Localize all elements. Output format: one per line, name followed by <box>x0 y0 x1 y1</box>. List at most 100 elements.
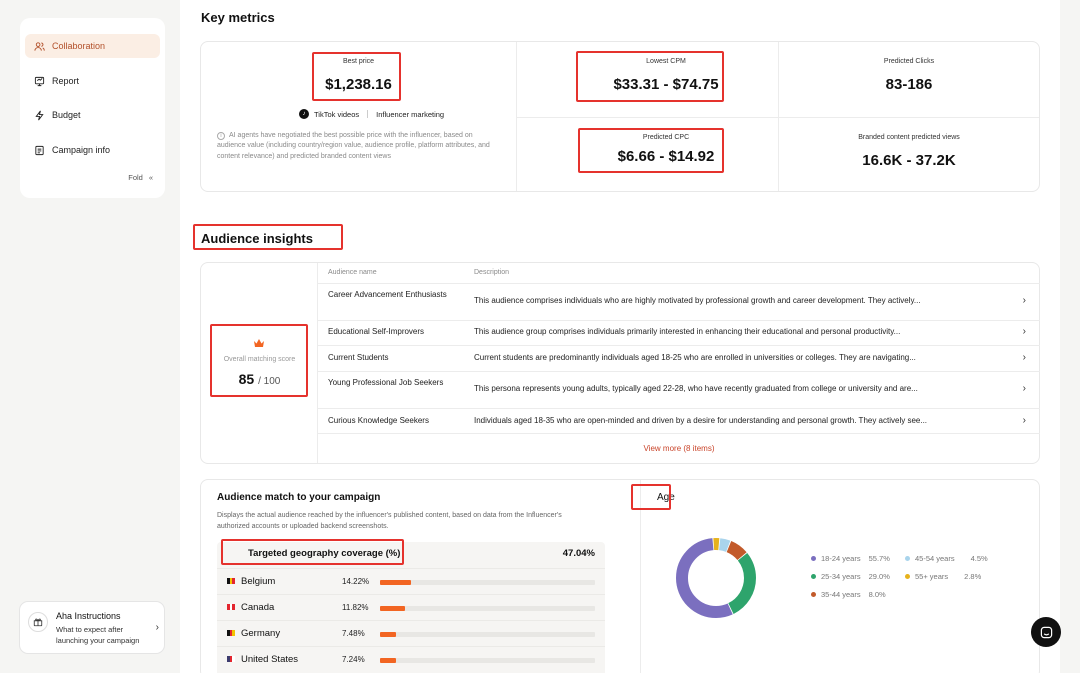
audience-description: This audience group comprises individual… <box>474 327 901 336</box>
lightning-icon <box>35 110 44 120</box>
legend-value: 8.0% <box>868 590 886 599</box>
chat-button[interactable] <box>1031 617 1061 647</box>
legend-value: 29.0% <box>868 572 890 581</box>
legend-dot <box>811 556 816 561</box>
divider <box>516 117 1039 118</box>
table-row[interactable]: Current Students Current students are pr… <box>318 345 1040 371</box>
fold-label: Fold <box>128 173 143 182</box>
highlight-matching-score <box>210 324 308 397</box>
legend-item: 55+ years 2.8% <box>905 572 981 581</box>
gift-icon <box>28 612 48 632</box>
sidebar-item-budget[interactable]: Budget <box>25 103 160 127</box>
age-donut-chart <box>676 538 756 618</box>
coverage-bar-fill <box>380 632 397 637</box>
legend-label: 35-44 years <box>821 590 861 599</box>
sidebar-item-collaboration[interactable]: Collaboration <box>25 34 160 58</box>
column-header-description: Description <box>474 269 510 276</box>
info-icon: i <box>217 132 225 141</box>
tiktok-icon: ♪ <box>299 109 309 119</box>
score-label: Overall matching score <box>223 356 296 363</box>
country-name: United States <box>241 654 299 665</box>
coverage-bar-fill <box>380 606 406 611</box>
marketing-type-tag: Influencer marketing <box>376 109 445 119</box>
chevron-right-icon: › <box>1022 295 1026 306</box>
score-value: 85 / 100 <box>201 371 318 387</box>
platform-tags: ♪ TikTok videos Influencer marketing <box>299 109 444 119</box>
fold-button[interactable]: Fold « <box>128 173 153 182</box>
country-name: Germany <box>241 628 281 639</box>
predicted-cpc-value: $6.66 - $14.92 <box>617 148 715 165</box>
table-row[interactable]: Curious Knowledge Seekers Individuals ag… <box>318 408 1040 434</box>
highlight-geography <box>221 539 404 565</box>
highlight-predicted-cpc <box>578 128 724 173</box>
aha-subtitle: What to expect after launching your camp… <box>56 625 140 645</box>
coverage-bar <box>380 658 595 663</box>
sidebar-item-campaign-info[interactable]: Campaign info <box>25 138 160 162</box>
highlight-audience-insights <box>193 224 343 250</box>
platform-tag: TikTok videos <box>314 109 360 119</box>
geography-total: 47.04% <box>562 548 595 559</box>
geography-row: United States 7.24% <box>217 646 605 672</box>
flag-icon <box>227 656 236 662</box>
predicted-clicks-label: Predicted Clicks <box>883 58 935 65</box>
main-panel: Key metrics Best price $1,238.16 ♪ TikTo… <box>180 0 1060 673</box>
table-row[interactable]: Career Advancement Enthusiasts This audi… <box>318 283 1040 320</box>
predicted-cpc-label: Predicted CPC <box>642 134 690 141</box>
legend-dot <box>811 592 816 597</box>
best-price-label: Best price <box>342 58 375 65</box>
chevron-right-icon: › <box>1022 383 1026 394</box>
country-percent: 11.82% <box>342 603 369 612</box>
chat-icon <box>1040 626 1052 638</box>
legend-value: 55.7% <box>868 554 890 563</box>
geography-title: Targeted geography coverage (%) <box>248 548 401 559</box>
country-name: Canada <box>241 602 275 613</box>
chevron-right-icon: › <box>1022 415 1026 426</box>
audience-name: Young Professional Job Seekers <box>328 378 444 387</box>
legend-dot <box>905 556 910 561</box>
country-percent: 7.48% <box>342 629 365 638</box>
audience-insights-title: Audience insights <box>201 231 313 246</box>
aha-instructions-card[interactable]: Aha Instructions What to expect after la… <box>19 601 165 654</box>
view-more-link[interactable]: View more (8 items) <box>643 444 715 453</box>
legend-dot <box>811 574 816 579</box>
coverage-bar <box>380 580 595 585</box>
legend-label: 18-24 years <box>821 554 861 563</box>
column-header-name: Audience name <box>328 269 377 276</box>
sidebar-item-report[interactable]: Report <box>25 69 160 93</box>
users-icon <box>34 41 45 51</box>
coverage-bar-fill <box>380 580 411 585</box>
coverage-bar-fill <box>380 658 396 663</box>
table-row[interactable]: Young Professional Job Seekers This pers… <box>318 371 1040 408</box>
divider <box>778 42 779 191</box>
divider <box>640 480 641 673</box>
age-title: Age <box>657 492 675 503</box>
legend-item: 35-44 years 8.0% <box>811 590 886 599</box>
divider <box>367 110 369 118</box>
predicted-clicks-value: 83-186 <box>885 76 933 93</box>
audience-description: This audience comprises individuals who … <box>474 296 921 305</box>
chevron-right-icon: › <box>155 622 159 633</box>
audience-match-title: Audience match to your campaign <box>217 492 381 503</box>
crown-icon <box>254 339 264 347</box>
divider <box>516 42 517 191</box>
table-row[interactable]: Educational Self-Improvers This audience… <box>318 320 1040 345</box>
lowest-cpm-value: $33.31 - $74.75 <box>613 76 719 93</box>
age-slice <box>676 538 756 618</box>
matching-score-panel: Overall matching score 85 / 100 <box>201 263 318 463</box>
key-metrics-card: Best price $1,238.16 ♪ TikTok videos Inf… <box>200 41 1040 192</box>
legend-item: 18-24 years 55.7% <box>811 554 890 563</box>
branded-views-value: 16.6K - 37.2K <box>862 152 956 169</box>
audience-description: Current students are predominantly indiv… <box>474 353 916 362</box>
audience-description: Individuals aged 18-35 who are open-mind… <box>474 416 928 425</box>
legend-value: 4.5% <box>970 554 988 563</box>
chevron-right-icon: › <box>1022 352 1026 363</box>
audience-insights-card: Overall matching score 85 / 100 Audience… <box>200 262 1040 464</box>
lowest-cpm-label: Lowest CPM <box>646 58 686 65</box>
branded-views-label: Branded content predicted views <box>858 134 960 141</box>
best-price-value: $1,238.16 <box>325 76 392 93</box>
coverage-bar <box>380 606 595 611</box>
audience-name: Curious Knowledge Seekers <box>328 416 429 425</box>
geography-row: Canada 11.82% <box>217 594 605 620</box>
report-icon <box>34 76 45 86</box>
country-name: Belgium <box>241 576 276 587</box>
